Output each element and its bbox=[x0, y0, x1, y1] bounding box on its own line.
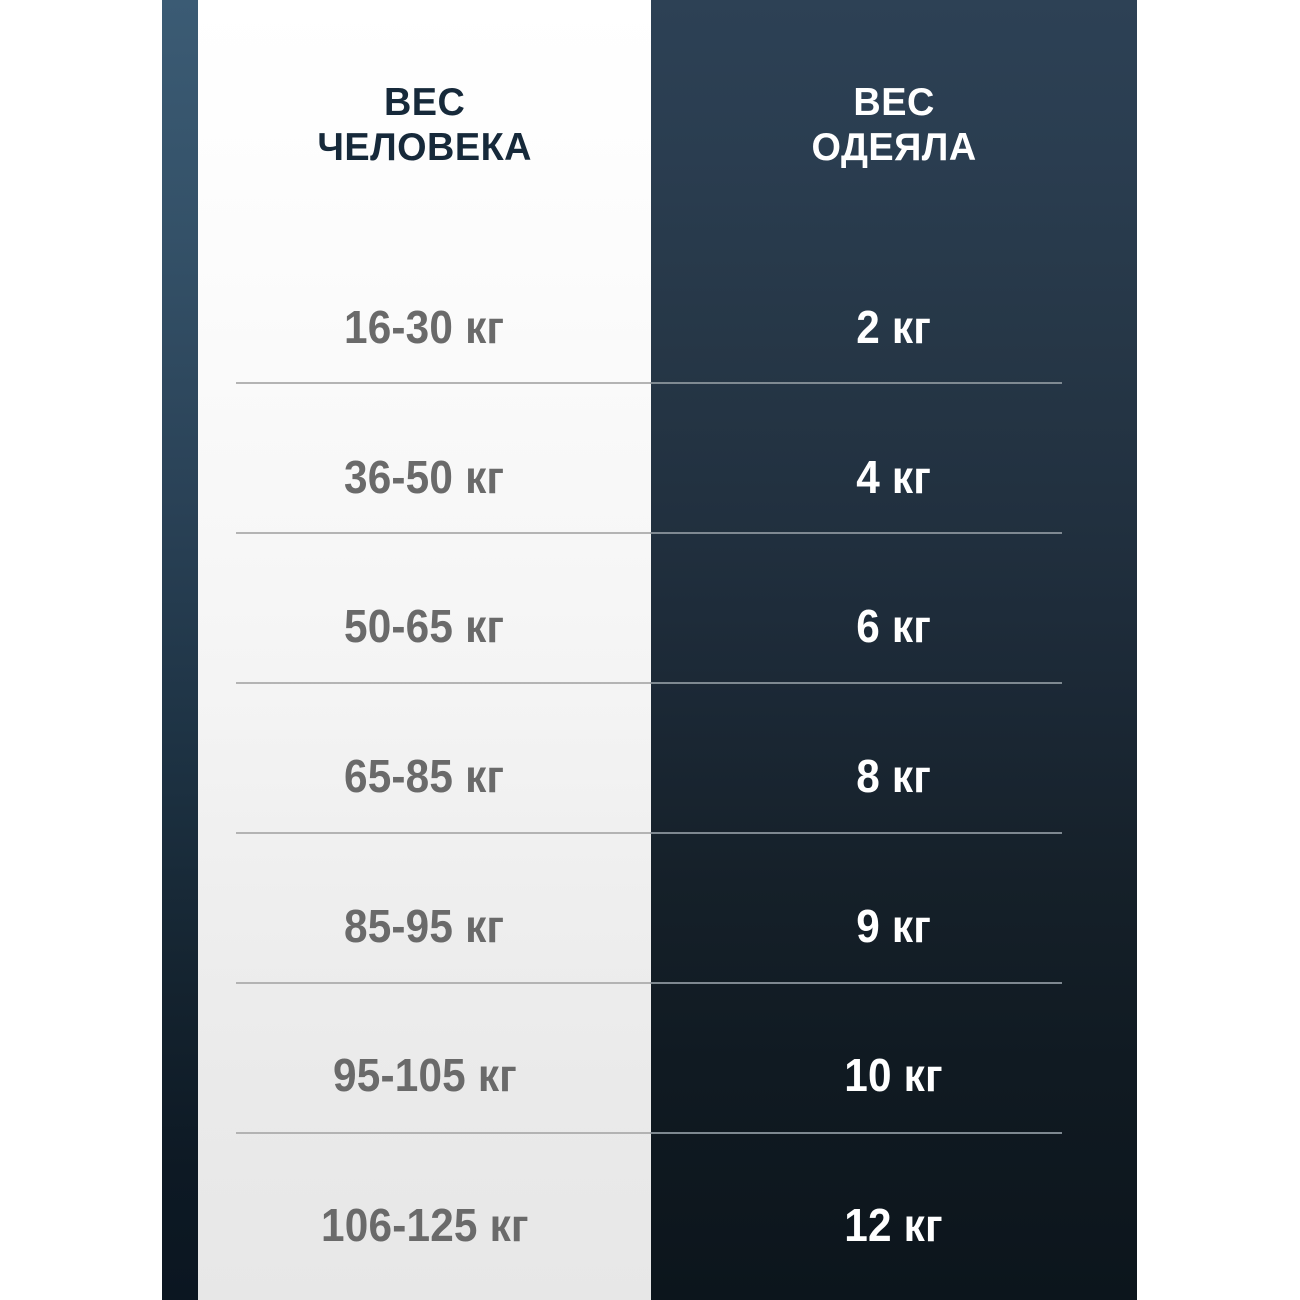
table-cell-value: 12 кг bbox=[844, 1199, 944, 1252]
table-cell-person-weight: 65-85 кг bbox=[198, 701, 651, 851]
table-cell-value: 2 кг bbox=[856, 300, 932, 353]
table-cell-value: 8 кг bbox=[856, 750, 932, 803]
table-cell-blanket-weight: 4 кг bbox=[651, 402, 1137, 552]
column-blanket-weight: ВЕС ОДЕЯЛА 2 кг 4 кг 6 кг 8 кг 9 кг 10 к… bbox=[651, 0, 1137, 1300]
table-cell-person-weight: 95-105 кг bbox=[198, 1001, 651, 1151]
table-cell-blanket-weight: 12 кг bbox=[651, 1150, 1137, 1300]
table-cell-value: 65-85 кг bbox=[344, 750, 505, 803]
weight-comparison-table: ВЕС ЧЕЛОВЕКА 16-30 кг 36-50 кг 50-65 кг … bbox=[198, 0, 1137, 1300]
table-cell-person-weight: 16-30 кг bbox=[198, 252, 651, 402]
table-cell-value: 95-105 кг bbox=[332, 1049, 517, 1102]
table-cell-blanket-weight: 8 кг bbox=[651, 701, 1137, 851]
table-cell-blanket-weight: 6 кг bbox=[651, 551, 1137, 701]
column-header-blanket-weight-label: ВЕС ОДЕЯЛА bbox=[811, 81, 977, 169]
table-cell-blanket-weight: 9 кг bbox=[651, 851, 1137, 1001]
column-header-person-weight-label: ВЕС ЧЕЛОВЕКА bbox=[317, 81, 532, 169]
column-header-blanket-weight: ВЕС ОДЕЯЛА bbox=[651, 0, 1137, 252]
table-cell-value: 4 кг bbox=[856, 450, 932, 503]
table-cell-person-weight: 36-50 кг bbox=[198, 402, 651, 552]
table-cell-person-weight: 85-95 кг bbox=[198, 851, 651, 1001]
table-cell-value: 6 кг bbox=[856, 600, 932, 653]
column-person-weight: ВЕС ЧЕЛОВЕКА 16-30 кг 36-50 кг 50-65 кг … bbox=[198, 0, 651, 1300]
table-cell-person-weight: 50-65 кг bbox=[198, 551, 651, 701]
table-cell-value: 50-65 кг bbox=[344, 600, 505, 653]
table-cell-person-weight: 106-125 кг bbox=[198, 1150, 651, 1300]
table-cell-value: 36-50 кг bbox=[344, 450, 505, 503]
table-cell-value: 9 кг bbox=[856, 899, 932, 952]
table-cell-value: 106-125 кг bbox=[320, 1199, 529, 1252]
table-cell-value: 10 кг bbox=[844, 1049, 944, 1102]
column-header-person-weight: ВЕС ЧЕЛОВЕКА bbox=[198, 0, 651, 252]
table-cell-blanket-weight: 2 кг bbox=[651, 252, 1137, 402]
accent-strip bbox=[162, 0, 198, 1300]
table-cell-value: 16-30 кг bbox=[344, 300, 505, 353]
table-cell-value: 85-95 кг bbox=[344, 899, 505, 952]
table-cell-blanket-weight: 10 кг bbox=[651, 1001, 1137, 1151]
